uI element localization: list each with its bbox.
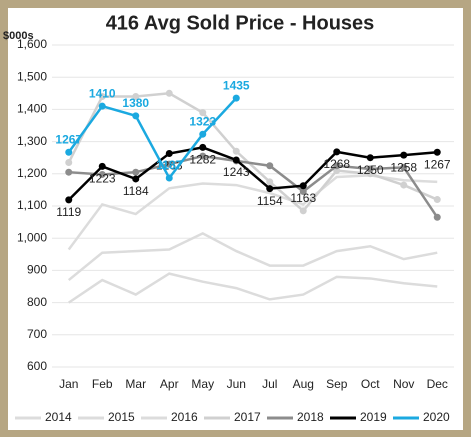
series-line: [67, 231, 438, 282]
x-tick-label: Jun: [227, 377, 246, 391]
data-label: 1380: [122, 96, 149, 110]
point: [65, 148, 73, 156]
point: [98, 162, 106, 170]
point: [333, 167, 341, 175]
x-tick-label: Nov: [393, 377, 414, 391]
point: [366, 165, 374, 173]
data-label: 1282: [189, 153, 216, 167]
point: [132, 93, 140, 101]
point: [266, 162, 274, 170]
point: [232, 156, 240, 164]
point: [132, 112, 140, 120]
data-label: 1435: [223, 78, 250, 92]
x-tick-label: Sep: [326, 377, 348, 391]
point: [199, 130, 207, 138]
legend-label: 2015: [108, 410, 135, 424]
x-tick-label: Jul: [262, 377, 277, 391]
y-axis-label: $000s: [3, 30, 34, 42]
x-tick-label: Feb: [92, 377, 113, 391]
y-tick-label: 1,600: [17, 37, 47, 51]
point: [65, 196, 73, 204]
data-label: 1267: [55, 132, 82, 146]
x-tick-label: Jan: [59, 377, 78, 391]
data-label: 1223: [89, 172, 116, 186]
point: [65, 159, 73, 167]
data-label: 1119: [56, 205, 81, 219]
point: [165, 150, 173, 158]
point: [299, 182, 307, 190]
point: [433, 196, 441, 204]
point: [232, 94, 240, 102]
y-tick-label: 1,000: [17, 230, 47, 244]
point: [400, 163, 408, 171]
data-label: 1268: [323, 157, 350, 171]
point: [299, 188, 307, 196]
x-tick-label: Dec: [427, 377, 448, 391]
point: [132, 168, 140, 176]
y-tick-label: 1,400: [17, 102, 47, 116]
point: [65, 168, 73, 176]
legend-label: 2017: [234, 410, 261, 424]
legend-label: 2014: [45, 410, 72, 424]
point: [333, 148, 341, 156]
point: [333, 162, 341, 170]
point: [132, 175, 140, 183]
y-tick-label: 1,300: [17, 134, 47, 148]
legend-label: 2016: [171, 410, 198, 424]
y-tick-label: 1,200: [17, 166, 47, 180]
point: [366, 154, 374, 162]
x-tick-label: May: [191, 377, 214, 391]
data-label: 1243: [223, 165, 250, 179]
point: [299, 207, 307, 215]
data-label: 1250: [357, 163, 384, 177]
point: [266, 178, 274, 186]
series-line: [67, 146, 438, 201]
data-label: 1410: [89, 86, 116, 100]
point: [165, 89, 173, 97]
point: [98, 93, 106, 101]
point: [199, 109, 207, 117]
legend-label: 2018: [297, 410, 324, 424]
series-line: [67, 97, 238, 181]
point: [232, 147, 240, 155]
chart-title: 416 Avg Sold Price - Houses: [106, 12, 375, 34]
legend-label: 2019: [360, 410, 387, 424]
point: [400, 181, 408, 189]
data-label: 1154: [257, 194, 283, 208]
y-tick-label: 800: [27, 295, 47, 309]
point: [199, 152, 207, 160]
point: [366, 170, 374, 178]
point: [199, 143, 207, 151]
y-tick-label: 700: [27, 327, 47, 341]
point: [433, 148, 441, 156]
data-label: 1267: [424, 157, 451, 171]
point: [98, 102, 106, 110]
y-tick-label: 900: [27, 263, 47, 277]
x-tick-label: Aug: [293, 377, 314, 391]
data-label: 1184: [123, 184, 149, 198]
point: [433, 213, 441, 221]
point: [165, 160, 173, 168]
point: [165, 174, 173, 182]
x-tick-label: Apr: [160, 377, 179, 391]
series-line: [68, 154, 439, 218]
panel: [8, 8, 463, 430]
x-tick-label: Mar: [125, 377, 146, 391]
y-tick-label: 1,500: [17, 69, 47, 83]
series-line: [68, 272, 438, 304]
data-label: 1163: [290, 191, 316, 205]
data-label: 1258: [390, 160, 417, 174]
point: [266, 185, 274, 193]
legend-label: 2020: [423, 410, 450, 424]
data-label: 1323: [189, 114, 216, 128]
series-line: [67, 92, 438, 213]
data-label: 1187: [156, 158, 182, 172]
y-tick-label: 1,100: [17, 198, 47, 212]
y-tick-label: 600: [27, 359, 47, 373]
point: [98, 170, 106, 178]
x-tick-label: Oct: [361, 377, 380, 391]
point: [400, 151, 408, 159]
